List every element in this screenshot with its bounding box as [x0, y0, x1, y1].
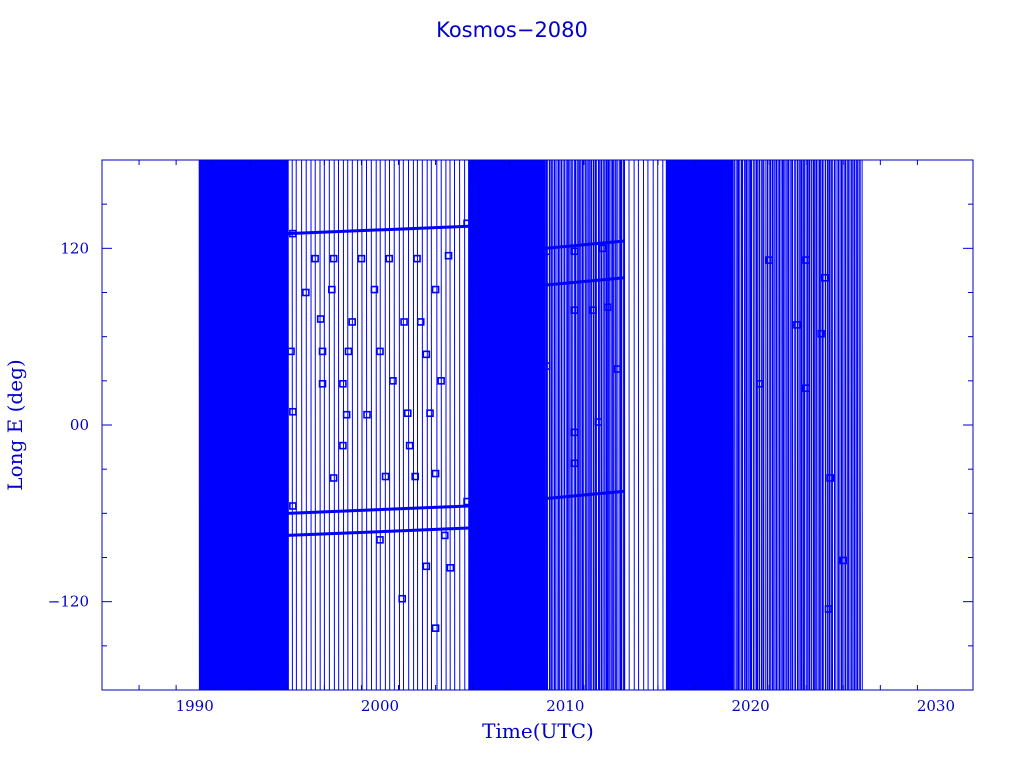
data-point	[422, 350, 431, 359]
series-longitude	[198, 160, 863, 690]
data-point	[327, 285, 336, 294]
data-point	[570, 428, 579, 437]
data-point	[826, 474, 835, 482]
data-point	[820, 273, 829, 282]
data-point	[793, 321, 801, 329]
data-layer	[198, 160, 863, 690]
longitude-segment	[544, 160, 625, 690]
data-point	[413, 254, 421, 263]
drift-line	[287, 504, 469, 515]
data-point	[589, 306, 597, 314]
x-tick-label: 2030	[917, 697, 955, 715]
y-axis-label: Long E (deg)	[3, 359, 27, 490]
data-point	[570, 306, 579, 314]
data-point	[422, 562, 431, 571]
data-point	[604, 303, 612, 312]
drift-line	[544, 489, 625, 501]
data-point	[463, 497, 471, 506]
data-point	[348, 318, 356, 326]
data-point	[311, 254, 319, 263]
data-point	[342, 410, 351, 419]
data-point	[824, 605, 833, 613]
data-point	[446, 564, 455, 572]
data-point	[376, 347, 384, 356]
data-point	[370, 285, 379, 294]
data-point	[357, 254, 366, 263]
longitude-segment	[731, 160, 863, 690]
data-point	[363, 410, 371, 419]
data-point	[463, 219, 471, 228]
y-tick-label: 00	[70, 416, 89, 434]
data-point	[765, 256, 773, 264]
data-point	[431, 285, 440, 294]
data-point	[594, 418, 603, 426]
data-point	[376, 536, 384, 544]
data-point	[431, 469, 440, 478]
longitude-band	[468, 160, 545, 690]
axis-layer: 1990 2000 2010 2020 2030 −120 00 120	[48, 159, 974, 715]
data-point	[389, 377, 397, 385]
data-point	[405, 441, 414, 450]
data-point	[802, 256, 811, 264]
data-point	[441, 531, 449, 540]
data-point	[817, 329, 825, 338]
data-point	[398, 594, 407, 603]
y-tick-label: 120	[60, 239, 89, 257]
longitude-band	[667, 160, 733, 690]
data-point	[403, 409, 412, 418]
data-point	[542, 362, 551, 370]
data-point	[302, 288, 310, 297]
data-point	[839, 556, 848, 565]
data-point	[756, 379, 764, 388]
data-point	[318, 379, 327, 388]
data-point	[289, 407, 297, 416]
data-point	[344, 347, 353, 356]
data-point	[289, 229, 297, 238]
data-point	[316, 315, 325, 323]
data-point	[385, 254, 394, 263]
data-point	[411, 472, 419, 481]
data-point	[802, 384, 811, 392]
data-point	[426, 409, 434, 418]
data-point	[381, 472, 390, 481]
longitude-segment	[624, 160, 668, 690]
data-point	[400, 318, 408, 326]
data-point	[329, 254, 338, 263]
data-point	[431, 624, 440, 632]
y-tick-label: −120	[48, 593, 89, 611]
data-point	[613, 365, 621, 373]
x-axis-label: Time(UTC)	[482, 719, 594, 743]
data-point	[339, 441, 347, 450]
drift-line	[544, 276, 625, 287]
data-point	[598, 244, 607, 253]
x-tick-label: 2000	[361, 697, 399, 715]
data-point	[329, 474, 338, 482]
longitude-band	[200, 160, 288, 690]
data-point	[289, 502, 297, 510]
longitude-segment	[286, 160, 470, 690]
data-point	[318, 347, 327, 356]
chart-title: Kosmos−2080	[436, 18, 588, 42]
x-tick-label: 1990	[176, 697, 214, 715]
data-point	[416, 318, 425, 326]
drift-line	[287, 526, 469, 537]
drift-line	[287, 224, 469, 236]
data-point	[542, 247, 551, 256]
data-point	[339, 379, 347, 388]
data-point	[570, 459, 579, 468]
data-point	[287, 347, 295, 356]
x-tick-label: 2020	[732, 697, 770, 715]
x-tick-label: 2010	[546, 697, 584, 715]
data-point	[437, 377, 445, 385]
data-point	[444, 251, 453, 260]
data-point	[570, 247, 579, 256]
drift-line	[544, 239, 625, 250]
